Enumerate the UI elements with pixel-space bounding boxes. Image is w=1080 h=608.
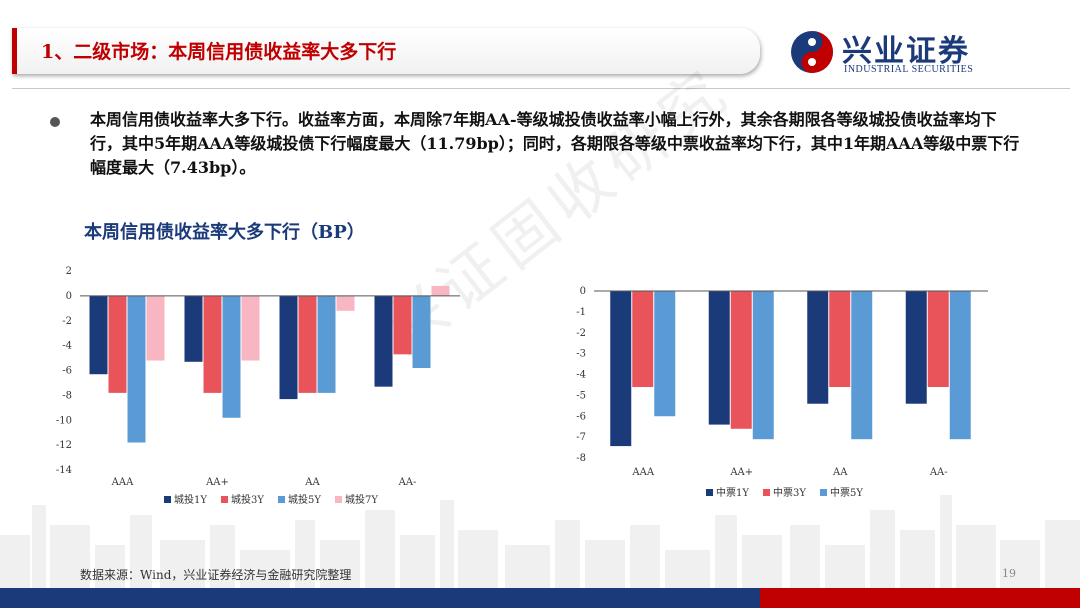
bar-中票5Y-AAA [654, 291, 676, 417]
bar-城投1Y-AA- [374, 295, 393, 387]
bar-城投7Y-AA [336, 295, 355, 311]
y-tick-label: -8 [62, 390, 72, 401]
legend-swatch [164, 496, 171, 503]
page-number: 19 [1002, 567, 1016, 580]
y-tick-label: -6 [62, 366, 72, 377]
bar-中票5Y-AA- [949, 291, 971, 440]
bar-中票3Y-AA+ [730, 291, 752, 429]
bar-城投1Y-AA+ [184, 295, 203, 362]
y-tick-label: -2 [576, 328, 586, 339]
y-tick-label: -4 [62, 341, 72, 352]
y-tick-label: -3 [576, 349, 586, 360]
data-source: 数据来源：Wind，兴业证券经济与金融研究院整理 [80, 568, 352, 582]
y-tick-label: -6 [576, 411, 586, 422]
legend-swatch [706, 489, 713, 496]
logo-english-text: INDUSTRIAL SECURITIES [844, 64, 974, 75]
footer-accent-bar [760, 588, 1080, 608]
bar-城投3Y-AA+ [203, 295, 222, 393]
legend-label: 中票1Y [716, 486, 749, 499]
x-category-label: AA [304, 477, 320, 488]
bar-中票3Y-AA [829, 291, 851, 388]
company-logo: 兴业证券 INDUSTRIAL SECURITIES [790, 26, 1010, 80]
bar-城投3Y-AA- [393, 295, 412, 355]
chart-title: 本周信用债收益率大多下行（BP） [84, 222, 365, 243]
y-tick-label: -12 [56, 440, 72, 451]
chart-zhongpiao: 0 -1 -2 -3 -4 -5 -6 -7 -8 AAA AA+ AA AA- 中票1Y 中票3Y 中票5Y [576, 286, 988, 499]
legend-label: 中票3Y [773, 486, 806, 499]
chart-chengtou: 2 0 -2 -4 -6 -8 -10 -12 -14 AAA AA+ AA AA- 城投1Y 城投3Y 城投… [56, 266, 460, 506]
y-tick-label: 0 [580, 286, 586, 297]
legend-label: 城投5Y [288, 493, 321, 506]
bar-中票1Y-AAA [610, 291, 632, 447]
bar-中票3Y-AAA [632, 291, 654, 388]
logo-chinese-text: 兴业证券 [842, 34, 970, 69]
page-title: 1、二级市场：本周信用债收益率大多下行 [41, 41, 397, 63]
x-category-label: AA+ [729, 467, 753, 478]
bar-中票5Y-AA+ [752, 291, 774, 440]
legend-swatch [763, 489, 770, 496]
bar-城投5Y-AA+ [222, 295, 241, 418]
bar-中票1Y-AA [807, 291, 829, 404]
legend-swatch [278, 496, 285, 503]
y-tick-label: -2 [62, 316, 72, 327]
legend-label: 城投3Y [231, 493, 264, 506]
bar-城投7Y-AAA [146, 295, 165, 361]
y-tick-label: -14 [56, 465, 72, 476]
bar-中票1Y-AA- [905, 291, 927, 404]
bar-城投7Y-AA+ [241, 295, 260, 361]
bar-城投5Y-AA- [412, 295, 431, 369]
y-tick-label: 2 [66, 266, 72, 277]
city-skyline-decoration [0, 495, 1080, 590]
bar-城投1Y-AA [279, 295, 298, 400]
legend-swatch [221, 496, 228, 503]
bar-城投7Y-AA- [431, 285, 450, 296]
header-divider [12, 88, 1070, 89]
x-category-label: AAA [111, 477, 134, 488]
bar-城投3Y-AAA [108, 295, 127, 393]
x-category-label: AA- [929, 467, 948, 478]
y-tick-label: -10 [56, 415, 72, 426]
legend-label: 城投7Y [345, 493, 378, 506]
title-bar: 1、二级市场：本周信用债收益率大多下行 [12, 28, 760, 74]
legend-label: 城投1Y [174, 493, 207, 506]
x-category-label: AA [832, 467, 848, 478]
y-tick-label: 0 [66, 291, 72, 302]
legend-swatch [820, 489, 827, 496]
y-tick-label: -4 [576, 370, 586, 381]
y-tick-label: -8 [576, 453, 586, 464]
bar-中票1Y-AA+ [708, 291, 730, 425]
summary-paragraph: 本周信用债收益率大多下行。收益率方面，本周除7年期AA-等级城投债收益率小幅上行… [90, 110, 1020, 177]
bar-城投3Y-AA [298, 295, 317, 393]
bar-中票5Y-AA [851, 291, 873, 440]
bar-城投1Y-AAA [89, 295, 108, 375]
legend-swatch [335, 496, 342, 503]
bullet-icon [50, 117, 60, 127]
y-tick-label: -5 [576, 390, 586, 401]
x-category-label: AA- [398, 477, 417, 488]
x-category-label: AA+ [205, 477, 229, 488]
legend-label: 中票5Y [830, 486, 863, 499]
y-tick-label: -1 [576, 307, 586, 318]
bar-城投5Y-AAA [127, 295, 146, 443]
x-category-label: AAA [631, 467, 654, 478]
logo-mark-icon [791, 31, 833, 73]
bar-城投5Y-AA [317, 295, 336, 393]
y-tick-label: -7 [576, 432, 586, 443]
bar-中票3Y-AA- [927, 291, 949, 388]
